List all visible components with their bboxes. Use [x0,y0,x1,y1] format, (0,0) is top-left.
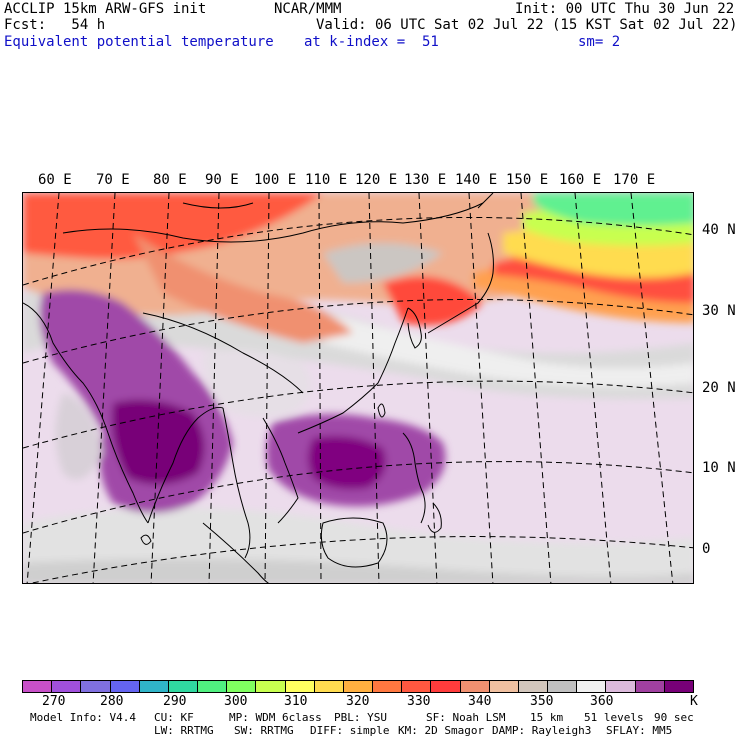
lon-label: 110 E [305,172,348,188]
model-info-version: Model Info: V4.4 [30,711,136,724]
colorbar-segment [518,681,549,692]
colorbar-segment [198,681,228,692]
institution-label: NCAR/MMM [274,1,342,17]
lon-label: 80 E [153,172,187,188]
lat-label: 20 N [702,380,736,396]
colorbar-tick-label: 310 [284,694,308,709]
theta-e-field [23,193,693,583]
colorbar-segment [635,681,665,692]
colorbar-segment [81,681,111,692]
colorbar-segment [110,681,140,692]
colorbar-segment [256,681,286,692]
colorbar-segment [460,681,490,692]
model-info-lw: LW: RRTMG [154,724,214,737]
colorbar-segment [548,681,578,692]
init-time: Init: 00 UTC Thu 30 Jun 22 [515,1,735,17]
colorbar-tick-label: 350 [530,694,554,709]
colorbar-segment [343,681,374,692]
colorbar-segment [52,681,82,692]
lon-label: 90 E [205,172,239,188]
field-name: Equivalent potential temperature [4,34,274,50]
lon-label: 160 E [559,172,602,188]
model-info-damp: DAMP: Rayleigh3 [492,724,592,737]
colorbar-tick-label: 280 [100,694,124,709]
valid-time: Valid: 06 UTC Sat 02 Jul 22 (15 KST Sat … [316,17,738,33]
colorbar-segment [139,681,169,692]
model-info-diff: DIFF: simple [310,724,390,737]
colorbar-segment [431,681,461,692]
smoothing-label: sm= 2 [578,34,621,50]
lat-label: 30 N [702,303,736,319]
colorbar-tick-label: 340 [468,694,492,709]
model-info-resolution: 15 km [530,711,564,724]
colorbar-tick-label: 270 [42,694,66,709]
model-info-sf: SF: Noah LSM [426,711,506,724]
colorbar-tick-label: 360 [590,694,614,709]
colorbar-segment [227,681,257,692]
colorbar-segment [489,681,519,692]
colorbar-segment [23,681,53,692]
lat-label: 10 N [702,460,736,476]
colorbar-segment [402,681,432,692]
model-info-pbl: PBL: YSU [334,711,387,724]
model-info-levels: 51 levels [584,711,644,724]
lon-label: 60 E [38,172,72,188]
lon-label: 140 E [455,172,498,188]
colorbar-segment [285,681,315,692]
k-index-label: at k-index = 51 [304,34,439,50]
model-info-timestep: 90 sec [654,711,694,724]
model-info-sw: SW: RRTMG [234,724,294,737]
model-title: ACCLIP 15km ARW-GFS init [4,1,207,17]
colorbar-segment [577,681,607,692]
colorbar-segment [664,681,693,692]
colorbar-segment [314,681,344,692]
lon-label: 70 E [96,172,130,188]
colorbar-tick-label: 300 [224,694,248,709]
colorbar-tick-label: 320 [346,694,370,709]
colorbar-tick-label: 330 [407,694,431,709]
lon-label: 100 E [254,172,297,188]
colorbar-segment [606,681,636,692]
lat-label: 0 [702,541,711,557]
model-info-mp: MP: WDM 6class [229,711,322,724]
lon-label: 120 E [355,172,398,188]
lon-label: 150 E [506,172,549,188]
forecast-hour: Fcst: 54 h [4,17,106,33]
model-info-cu: CU: KF [154,711,194,724]
lat-label: 40 N [702,222,736,238]
lon-label: 130 E [404,172,447,188]
model-info-km: KM: 2D Smagor [398,724,485,737]
colorbar-units: K [690,694,698,709]
colorbar [22,680,694,693]
lon-label: 170 E [613,172,656,188]
colorbar-segment [168,681,199,692]
colorbar-tick-label: 290 [163,694,187,709]
model-info-sflay: SFLAY: MM5 [606,724,673,737]
colorbar-segment [373,681,403,692]
map-panel [22,192,694,584]
